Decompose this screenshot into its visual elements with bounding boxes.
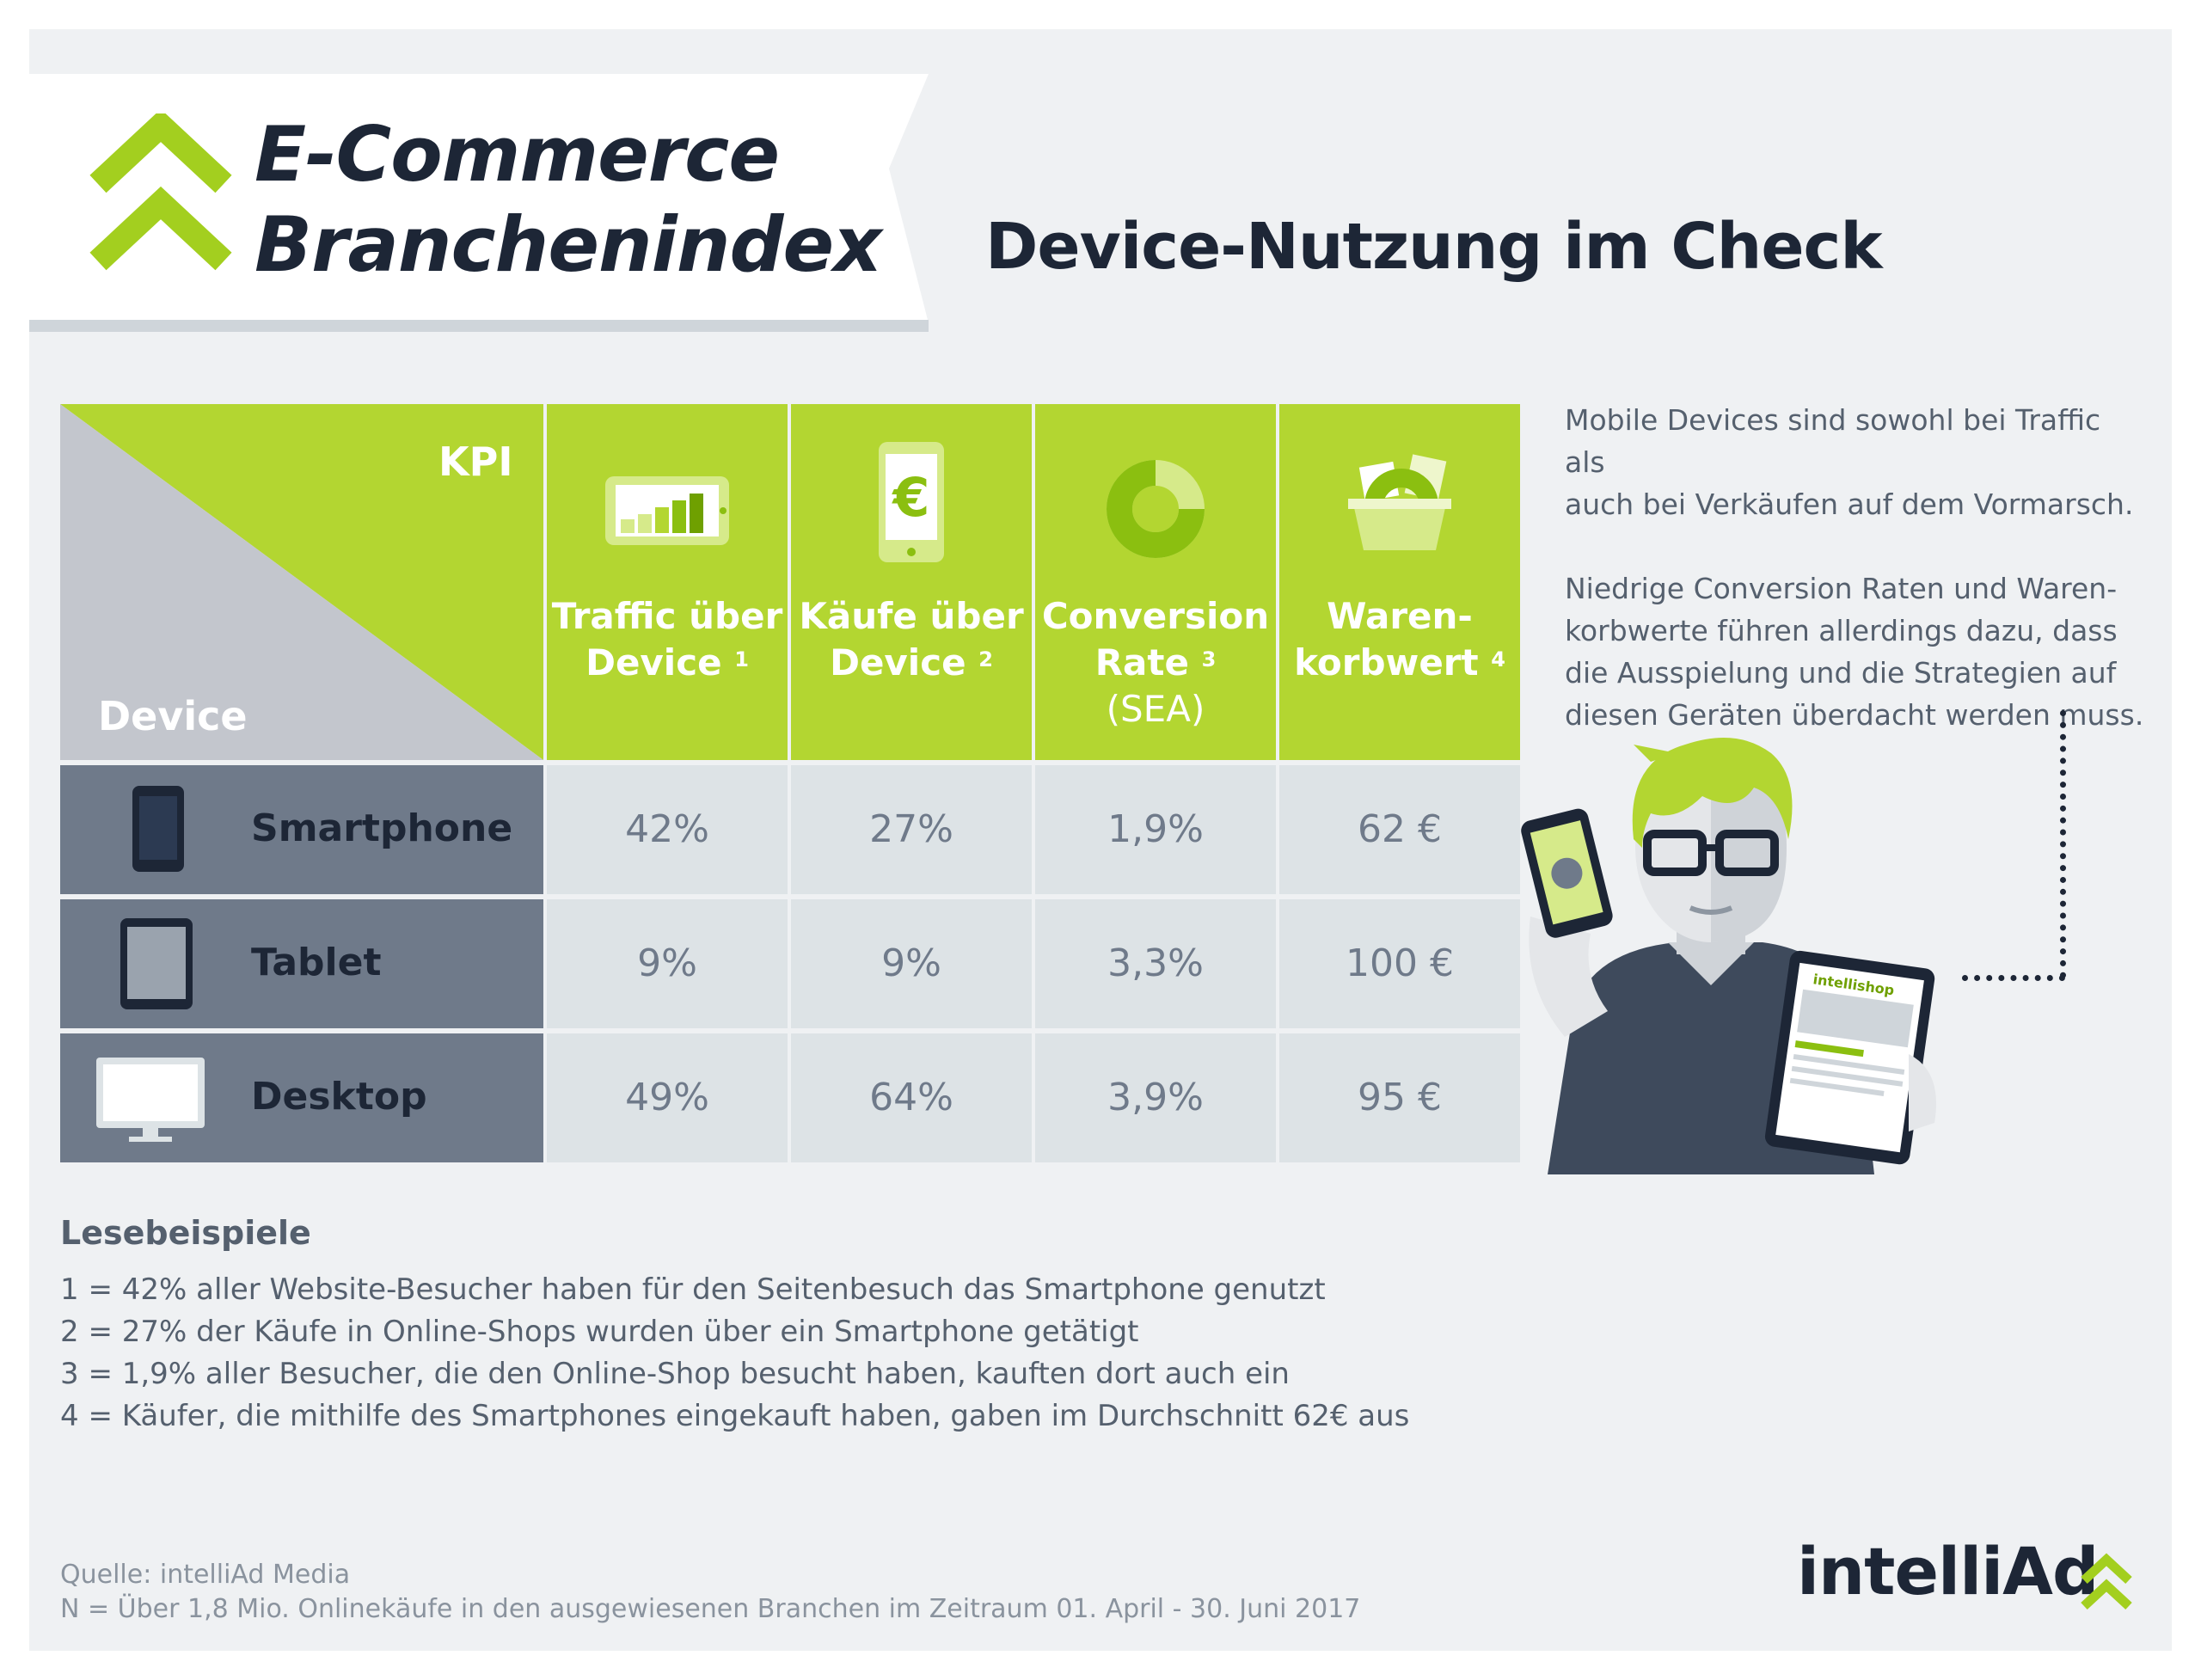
double-chevron-up-icon (89, 113, 232, 271)
side-text-line: die Ausspielung und die Strategien auf (1565, 656, 2117, 690)
shopping-basket-icon (1348, 454, 1451, 550)
table-cell: 64% (791, 1033, 1032, 1162)
brand-logo-text: intelliAd (1797, 1533, 2099, 1609)
column-header-line2: korbwert (1294, 641, 1479, 684)
donut-icon (1107, 460, 1205, 558)
side-text-line: Niedrige Conversion Raten und Waren- (1565, 572, 2118, 605)
smartphone-icon (132, 786, 184, 872)
row-label-desktop: Desktop (60, 1033, 543, 1162)
column-header-line2: Rate (1094, 641, 1189, 684)
example-line: 3 = 1,9% aller Besucher, die den Online-… (60, 1357, 1290, 1391)
table-cell: 1,9% (1035, 765, 1276, 894)
table-cell: 9% (791, 899, 1032, 1028)
traffic-bars-icon (605, 476, 729, 545)
svg-text:€: € (891, 466, 929, 529)
corner-kpi-label: KPI (438, 438, 513, 485)
table-cell: 42% (547, 765, 788, 894)
column-header-line1: Conversion (1041, 595, 1270, 637)
example-line: 1 = 42% aller Website-Besucher haben für… (60, 1272, 1326, 1307)
table-cell: 3,3% (1035, 899, 1276, 1028)
row-label-tablet: Tablet (60, 899, 543, 1028)
phone-euro-icon: € (879, 442, 944, 562)
source-line: Quelle: intelliAd Media (60, 1560, 351, 1590)
footnote-marker: 3 (1201, 647, 1217, 671)
person-illustration: intellishop (1521, 738, 1936, 1174)
column-header-line1: Waren- (1327, 595, 1473, 637)
column-header-line1: Käufe über (799, 595, 1024, 637)
logo-line-1: E-Commerce (254, 110, 780, 199)
footnote-marker: 4 (1491, 647, 1505, 671)
header-banner: E-Commerce Branchenindex (29, 74, 929, 332)
corner-device-label: Device (98, 693, 248, 739)
column-header-conversion: Conversion Rate 3 (SEA) (1035, 404, 1276, 760)
footnote-marker: 1 (734, 647, 749, 671)
example-line: 4 = Käufer, die mithilfe des Smartphones… (60, 1399, 1410, 1433)
row-device-name: Tablet (251, 941, 382, 984)
side-text-line: auch bei Verkäufen auf dem Vormarsch. (1565, 487, 2134, 521)
logo-line-2: Branchenindex (254, 200, 882, 289)
table-cell: 100 € (1279, 899, 1520, 1028)
side-note: Mobile Devices sind sowohl bei Traffic a… (1565, 399, 2149, 778)
column-header-line2: Device (830, 641, 966, 684)
examples-title: Lesebeispiele (60, 1214, 311, 1252)
table-cell: 3,9% (1035, 1033, 1276, 1162)
table-cell: 49% (547, 1033, 788, 1162)
table-corner (60, 404, 543, 760)
desktop-icon (96, 1058, 205, 1142)
column-header-line3: (SEA) (1106, 688, 1205, 730)
side-text-line: Mobile Devices sind sowohl bei Traffic a… (1565, 403, 2101, 479)
page-title: Device-Nutzung im Check (985, 210, 1883, 284)
double-chevron-up-icon (2081, 1553, 2132, 1610)
footnote-marker: 2 (978, 647, 993, 671)
example-line: 2 = 27% der Käufe in Online-Shops wurden… (60, 1315, 1139, 1349)
tablet-icon (120, 918, 193, 1009)
table-cell: 62 € (1279, 765, 1520, 894)
side-text-line: diesen Geräten überdacht werden muss. (1565, 698, 2144, 732)
table-cell: 95 € (1279, 1033, 1520, 1162)
sample-note: N = Über 1,8 Mio. Onlinekäufe in den aus… (60, 1594, 1361, 1624)
column-header-basket: Waren- korbwert 4 (1279, 404, 1520, 760)
column-header-traffic: Traffic über Device 1 (547, 404, 788, 760)
row-label-smartphone: Smartphone (60, 765, 543, 894)
column-header-line1: Traffic über (551, 595, 783, 637)
examples-list: 1 = 42% aller Website-Besucher haben für… (60, 1269, 1409, 1438)
row-device-name: Desktop (251, 1075, 427, 1119)
source-note: Quelle: intelliAd Media N = Über 1,8 Mio… (60, 1558, 1360, 1627)
dotted-connector (2060, 710, 2066, 978)
row-device-name: Smartphone (251, 806, 513, 850)
side-text-line: korbwerte führen allerdings dazu, dass (1565, 614, 2118, 647)
column-header-purchases: € Käufe über Device 2 (791, 404, 1032, 760)
dotted-connector (1962, 975, 2065, 981)
table-cell: 27% (791, 765, 1032, 894)
table-cell: 9% (547, 899, 788, 1028)
column-header-line2: Device (586, 641, 722, 684)
